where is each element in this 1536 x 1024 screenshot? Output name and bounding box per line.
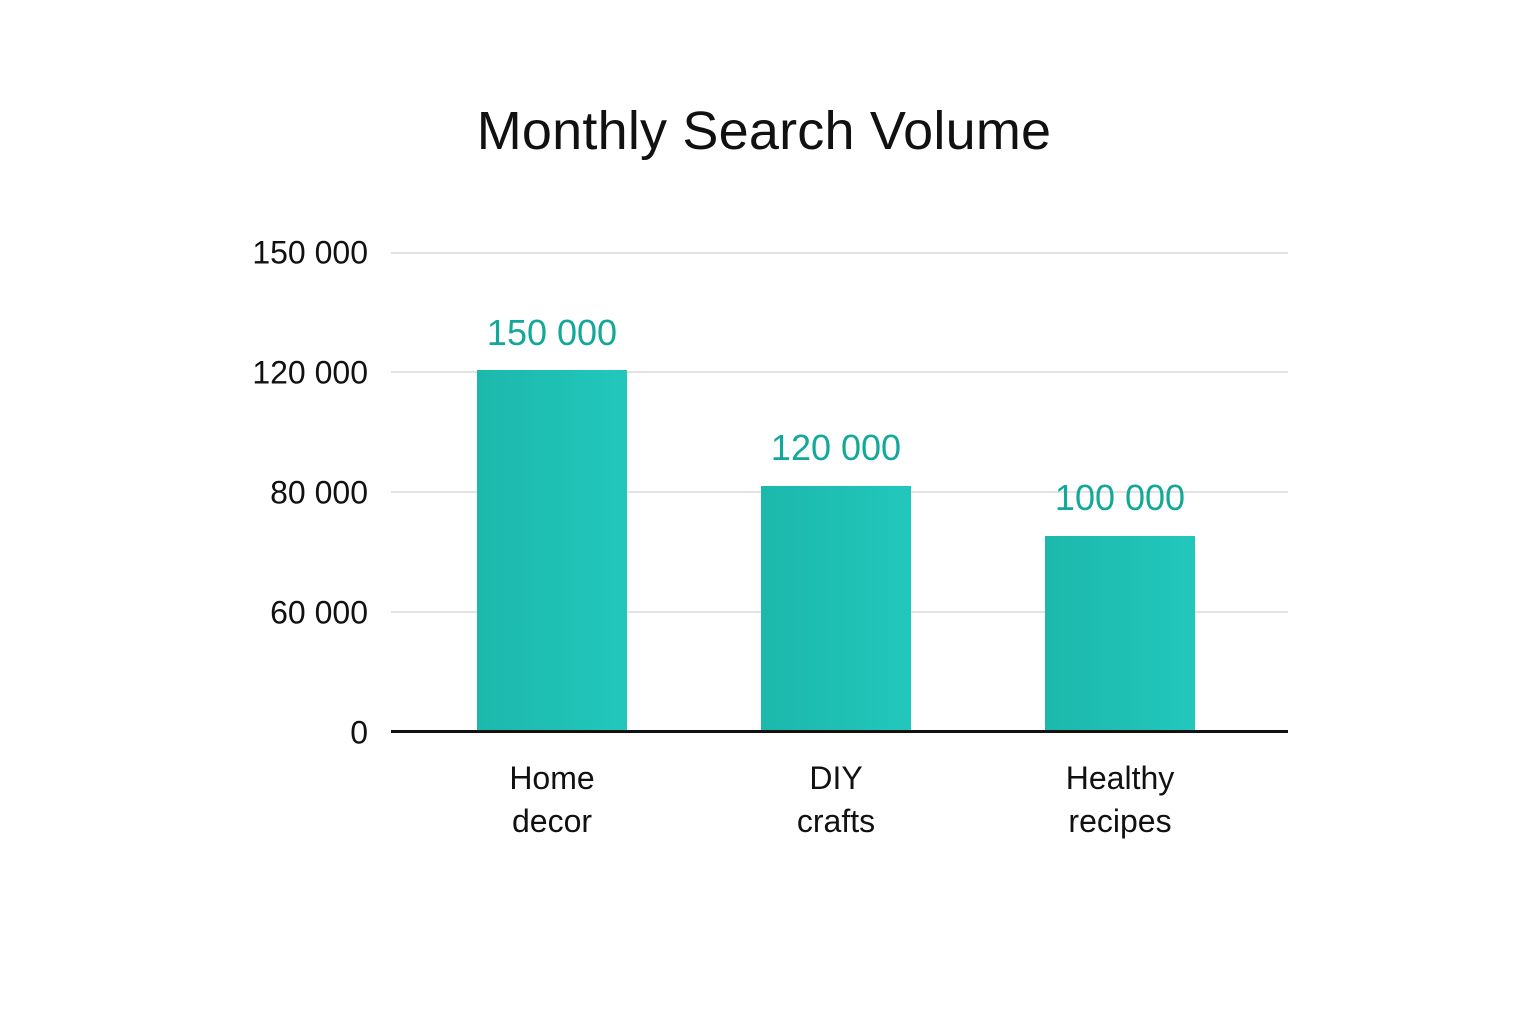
- bar-healthy-recipes: [1045, 536, 1195, 731]
- x-tick-label: DIY crafts: [716, 757, 956, 843]
- bar-value-label: 100 000: [1054, 477, 1186, 518]
- bar-diy-crafts: [761, 486, 911, 731]
- bar-home-decor: [477, 370, 627, 731]
- x-tick-label: Home decor: [432, 757, 672, 843]
- y-tick-label: 60 000: [270, 594, 368, 631]
- y-tick-label: 120 000: [252, 354, 368, 391]
- y-tick-label: 80 000: [270, 474, 368, 511]
- chart-title: Monthly Search Volume: [476, 101, 1052, 161]
- y-tick-label: 150 000: [252, 234, 368, 271]
- gridline: [391, 252, 1288, 254]
- bar-value-label: 150 000: [486, 312, 618, 353]
- x-axis-line: [391, 730, 1288, 733]
- x-tick-label-line: Healthy: [1065, 760, 1175, 796]
- bar-value-label: 120 000: [770, 427, 902, 468]
- gridline: [391, 371, 1288, 373]
- x-tick-label: Healthy recipes: [1000, 757, 1240, 843]
- x-tick-label-line: decor: [511, 803, 593, 839]
- x-tick-label-line: DIY: [809, 760, 863, 796]
- x-tick-label-line: crafts: [796, 803, 876, 839]
- x-tick-label-line: Home: [509, 760, 595, 796]
- x-tick-label-line: recipes: [1068, 803, 1172, 839]
- y-tick-label: 0: [350, 714, 368, 751]
